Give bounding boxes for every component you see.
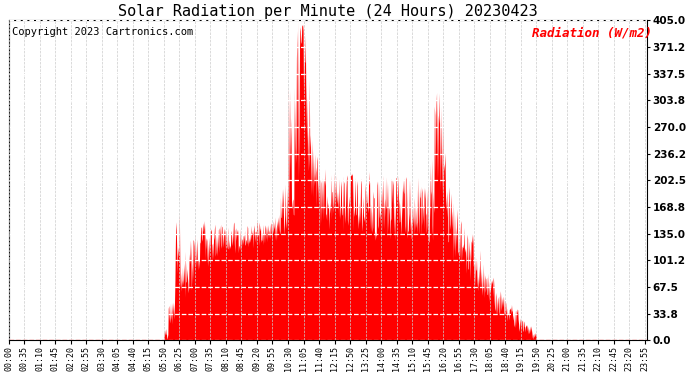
Text: Radiation (W/m2): Radiation (W/m2) xyxy=(532,27,652,40)
Text: Copyright 2023 Cartronics.com: Copyright 2023 Cartronics.com xyxy=(12,27,193,37)
Title: Solar Radiation per Minute (24 Hours) 20230423: Solar Radiation per Minute (24 Hours) 20… xyxy=(118,4,538,19)
